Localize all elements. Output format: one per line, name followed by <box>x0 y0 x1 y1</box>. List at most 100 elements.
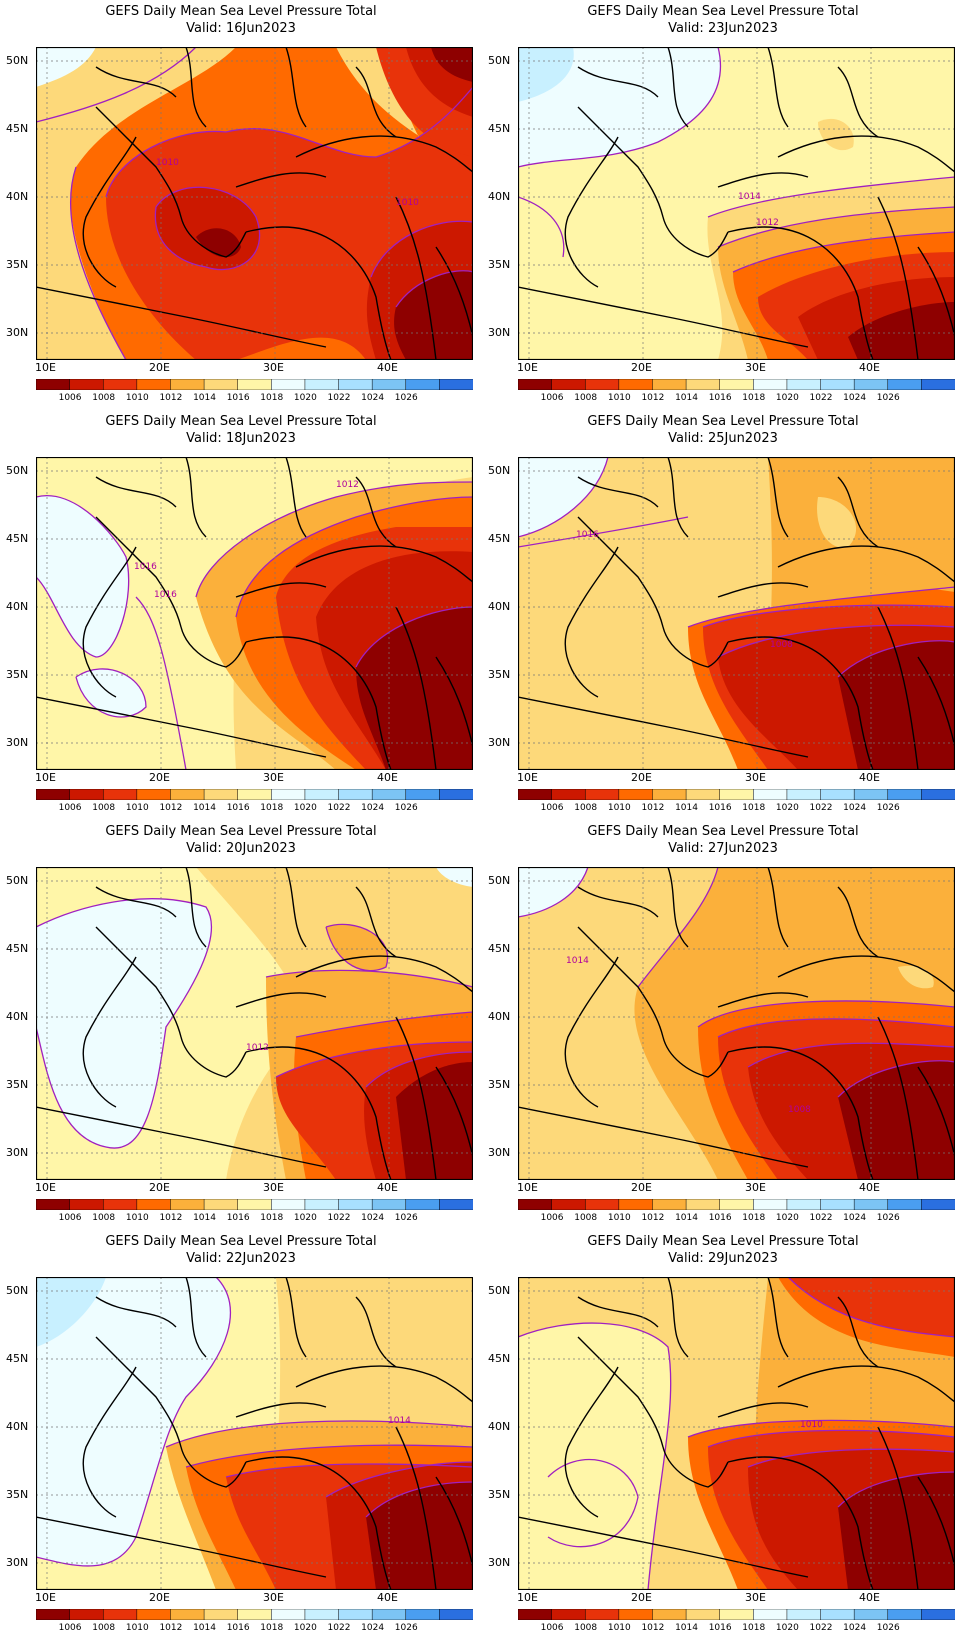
isobar-line <box>518 47 722 168</box>
coastline-border <box>727 1046 874 1180</box>
coastline-border <box>767 1277 789 1358</box>
colorbar-swatch <box>338 1609 373 1620</box>
colorbar-label: 1006 <box>540 803 564 813</box>
pressure-region <box>518 47 721 167</box>
panel-valid-date: Valid: 22Jun2023 <box>186 1251 296 1266</box>
coastline-border <box>180 1036 247 1078</box>
colorbar-label: 1008 <box>574 393 598 403</box>
coastline-border <box>727 1456 874 1590</box>
longitude-label: 30E <box>745 1591 766 1604</box>
colorbar-swatch <box>551 1609 586 1620</box>
coastline-border <box>245 1046 392 1180</box>
colorbar-label: 1020 <box>775 1623 799 1633</box>
colorbar-swatch <box>652 379 687 390</box>
colorbar-swatch <box>271 1609 306 1620</box>
longitude-label: 20E <box>149 1591 170 1604</box>
coastline-border <box>877 1016 919 1180</box>
longitude-label: 10E <box>517 361 538 374</box>
coastline-border <box>717 172 809 188</box>
coastline-border <box>82 136 137 288</box>
isobar-line <box>697 1000 955 1028</box>
colorbar-label: 1016 <box>226 393 250 403</box>
colorbar-swatch <box>237 1199 273 1210</box>
colorbar-swatch <box>685 1199 721 1210</box>
colorbar-label: 1018 <box>260 1623 284 1633</box>
latitude-label: 35N <box>6 1078 29 1091</box>
latitude-label: 40N <box>6 1010 29 1023</box>
isobar-line <box>154 186 261 271</box>
pressure-region <box>36 457 473 770</box>
colorbar-swatch <box>371 1199 407 1210</box>
colorbar-swatch <box>685 379 721 390</box>
latitude-label: 30N <box>6 1556 29 1569</box>
isobar-line <box>717 624 955 658</box>
longitude-label: 40E <box>859 1181 880 1194</box>
map-panel: GEFS Daily Mean Sea Level Pressure Total… <box>482 410 964 820</box>
colorbar-swatch <box>921 789 955 800</box>
coastline-border <box>95 886 177 918</box>
colorbar-label: 1016 <box>708 1213 732 1223</box>
longitude-label: 40E <box>859 1591 880 1604</box>
colorbar-swatch <box>136 789 172 800</box>
pressure-map: 1014 1012 <box>518 47 955 360</box>
colorbar-swatch <box>551 789 586 800</box>
colorbar-swatch <box>102 1609 138 1620</box>
latitude-label: 45N <box>6 942 29 955</box>
colorbar-label: 1026 <box>394 1213 418 1223</box>
coastline-border <box>662 1036 729 1078</box>
coastline-border <box>564 1366 619 1518</box>
colorbar-swatch <box>102 789 138 800</box>
longitude-label: 40E <box>377 771 398 784</box>
colorbar-swatch <box>102 379 138 390</box>
pressure-region <box>863 546 955 592</box>
pressure-map: 1012 1016 1016 <box>36 457 473 770</box>
latitude-label: 45N <box>6 532 29 545</box>
panel-title: GEFS Daily Mean Sea Level Pressure Total <box>105 414 377 429</box>
colorbar <box>36 379 473 390</box>
coastline-border <box>95 1296 177 1328</box>
isobar-line <box>69 166 127 360</box>
coastline-border <box>185 867 207 948</box>
colorbar-label: 1010 <box>607 1623 631 1633</box>
colorbar-label: 1006 <box>540 1213 564 1223</box>
colorbar <box>518 789 955 800</box>
map-panel: GEFS Daily Mean Sea Level Pressure Total… <box>482 1230 964 1640</box>
isobar-line <box>837 640 955 678</box>
pressure-region <box>36 495 129 657</box>
colorbar-swatch <box>853 1609 889 1620</box>
colorbar-swatch <box>203 379 239 390</box>
colorbar-label: 1022 <box>809 803 833 813</box>
longitude-label: 20E <box>149 361 170 374</box>
coastline-border <box>235 992 327 1008</box>
coastline-border <box>837 886 879 958</box>
coastline-border <box>36 696 327 758</box>
colorbar-swatch <box>853 1199 889 1210</box>
coastline-border <box>435 1476 473 1568</box>
isobar-line <box>355 606 473 668</box>
colorbar-swatch <box>887 1199 923 1210</box>
isobar-line <box>518 867 589 918</box>
colorbar-label: 1014 <box>193 803 216 813</box>
map-frame <box>36 47 473 360</box>
map-frame <box>518 47 955 360</box>
colorbar-swatch <box>786 1199 822 1210</box>
map-frame <box>518 867 955 1180</box>
coastline-border <box>717 1402 809 1418</box>
coastline-border <box>577 886 659 918</box>
panel-valid-date: Valid: 16Jun2023 <box>186 21 296 36</box>
colorbar-swatch <box>584 789 620 800</box>
coastline-border <box>837 1296 879 1368</box>
colorbar-label: 1012 <box>159 1213 183 1223</box>
isobar-line <box>225 1463 473 1478</box>
longitude-label: 10E <box>35 1181 56 1194</box>
map-panel: GEFS Daily Mean Sea Level Pressure Total… <box>0 820 482 1230</box>
latitude-label: 30N <box>6 1146 29 1159</box>
latitude-label: 50N <box>488 54 511 67</box>
colorbar-label: 1012 <box>641 803 665 813</box>
colorbar-label: 1024 <box>843 393 867 403</box>
colorbar-swatch <box>786 789 822 800</box>
colorbar-swatch <box>338 1199 373 1210</box>
coastline-border <box>777 955 955 993</box>
longitude-label: 40E <box>377 361 398 374</box>
coastline-border <box>917 246 955 338</box>
